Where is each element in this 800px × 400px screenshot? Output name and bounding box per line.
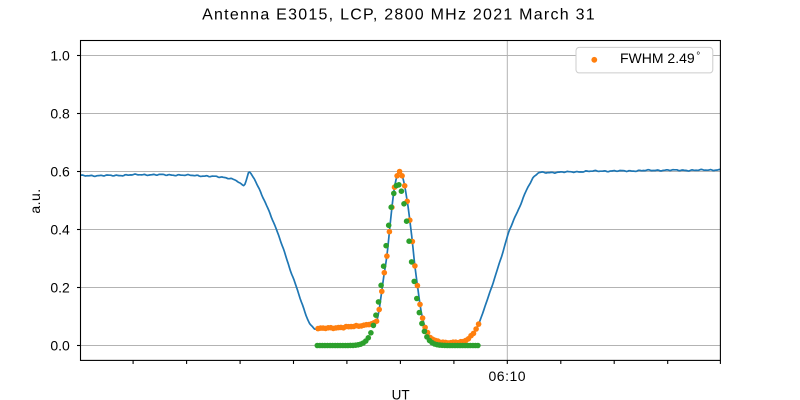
svg-text:Antenna E3015, LCP, 2800 MHz 2: Antenna E3015, LCP, 2800 MHz 2021 March …: [202, 6, 596, 23]
svg-text:a.u.: a.u.: [27, 188, 43, 213]
svg-text:FWHM 2.49°: FWHM 2.49 °: [620, 50, 700, 66]
svg-text:0.0: 0.0: [50, 338, 70, 354]
svg-text:06:10: 06:10: [489, 368, 527, 384]
svg-text:0.4: 0.4: [50, 222, 70, 238]
svg-text:1.0: 1.0: [50, 48, 70, 64]
svg-text:UT: UT: [392, 388, 410, 400]
svg-text:0.6: 0.6: [50, 164, 70, 180]
svg-text:0.2: 0.2: [50, 280, 70, 296]
svg-text:0.8: 0.8: [50, 106, 70, 122]
